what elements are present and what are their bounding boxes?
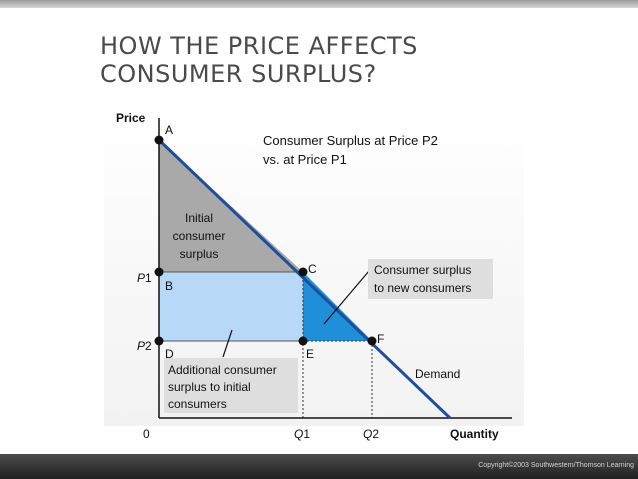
demand-curve <box>157 138 452 420</box>
new-consumers-pointer <box>323 270 370 325</box>
point-d-label: D <box>165 347 174 361</box>
slide-title: HOW THE PRICE AFFECTS CONSUMER SURPLUS? <box>100 32 600 88</box>
additional-surplus-label-line-2: surplus to initial <box>168 380 251 394</box>
footer-bar: Copyright©2003 Southwestern/Thomson Lear… <box>0 454 638 479</box>
initial-surplus-label-line-1: Initial <box>185 211 213 225</box>
additional-consumer-surplus-area <box>159 272 303 341</box>
x-axis-label: Quantity <box>450 427 499 441</box>
point-c-marker <box>298 267 308 277</box>
point-a-label: A <box>165 123 173 137</box>
point-d-marker <box>154 336 164 346</box>
initial-surplus-label-line-3: surplus <box>180 247 219 261</box>
additional-surplus-label-box <box>164 358 298 413</box>
p2-label: P2 <box>137 339 152 353</box>
demand-label: Demand <box>415 367 460 381</box>
new-consumers-label-line-1: Consumer surplus <box>374 263 471 277</box>
point-b-marker <box>154 267 164 277</box>
diagram-heading-line-1: Consumer Surplus at Price P2 <box>263 133 438 148</box>
point-c-label: C <box>308 262 317 276</box>
copyright-text: Copyright©2003 Southwestern/Thomson Lear… <box>478 462 634 469</box>
y-axis-label: Price <box>116 111 146 125</box>
point-e-marker <box>298 336 308 346</box>
point-f-label: F <box>377 332 384 346</box>
new-consumers-label-line-2: to new consumers <box>374 281 471 295</box>
additional-surplus-label-line-3: consumers <box>168 397 227 411</box>
additional-surplus-pointer <box>222 329 233 358</box>
q2-label: Q2 <box>363 427 379 441</box>
point-a-marker <box>154 135 164 145</box>
diagram-heading-line-2: vs. at Price P1 <box>263 152 347 167</box>
new-consumers-surplus-area <box>303 272 372 341</box>
p1-label: P1 <box>137 271 152 285</box>
point-e-label: E <box>306 347 314 361</box>
title-line-2: CONSUMER SURPLUS? <box>100 60 377 88</box>
additional-surplus-label-line-1: Additional consumer <box>168 363 277 377</box>
title-line-1: HOW THE PRICE AFFECTS <box>100 32 418 60</box>
origin-label: 0 <box>143 427 150 441</box>
q1-label: Q1 <box>294 427 310 441</box>
point-b-label: B <box>165 279 173 293</box>
new-consumers-label-box <box>368 259 493 299</box>
initial-surplus-label-line-2: consumer <box>173 229 226 243</box>
top-stripe <box>0 0 638 8</box>
point-f-marker <box>367 336 377 346</box>
